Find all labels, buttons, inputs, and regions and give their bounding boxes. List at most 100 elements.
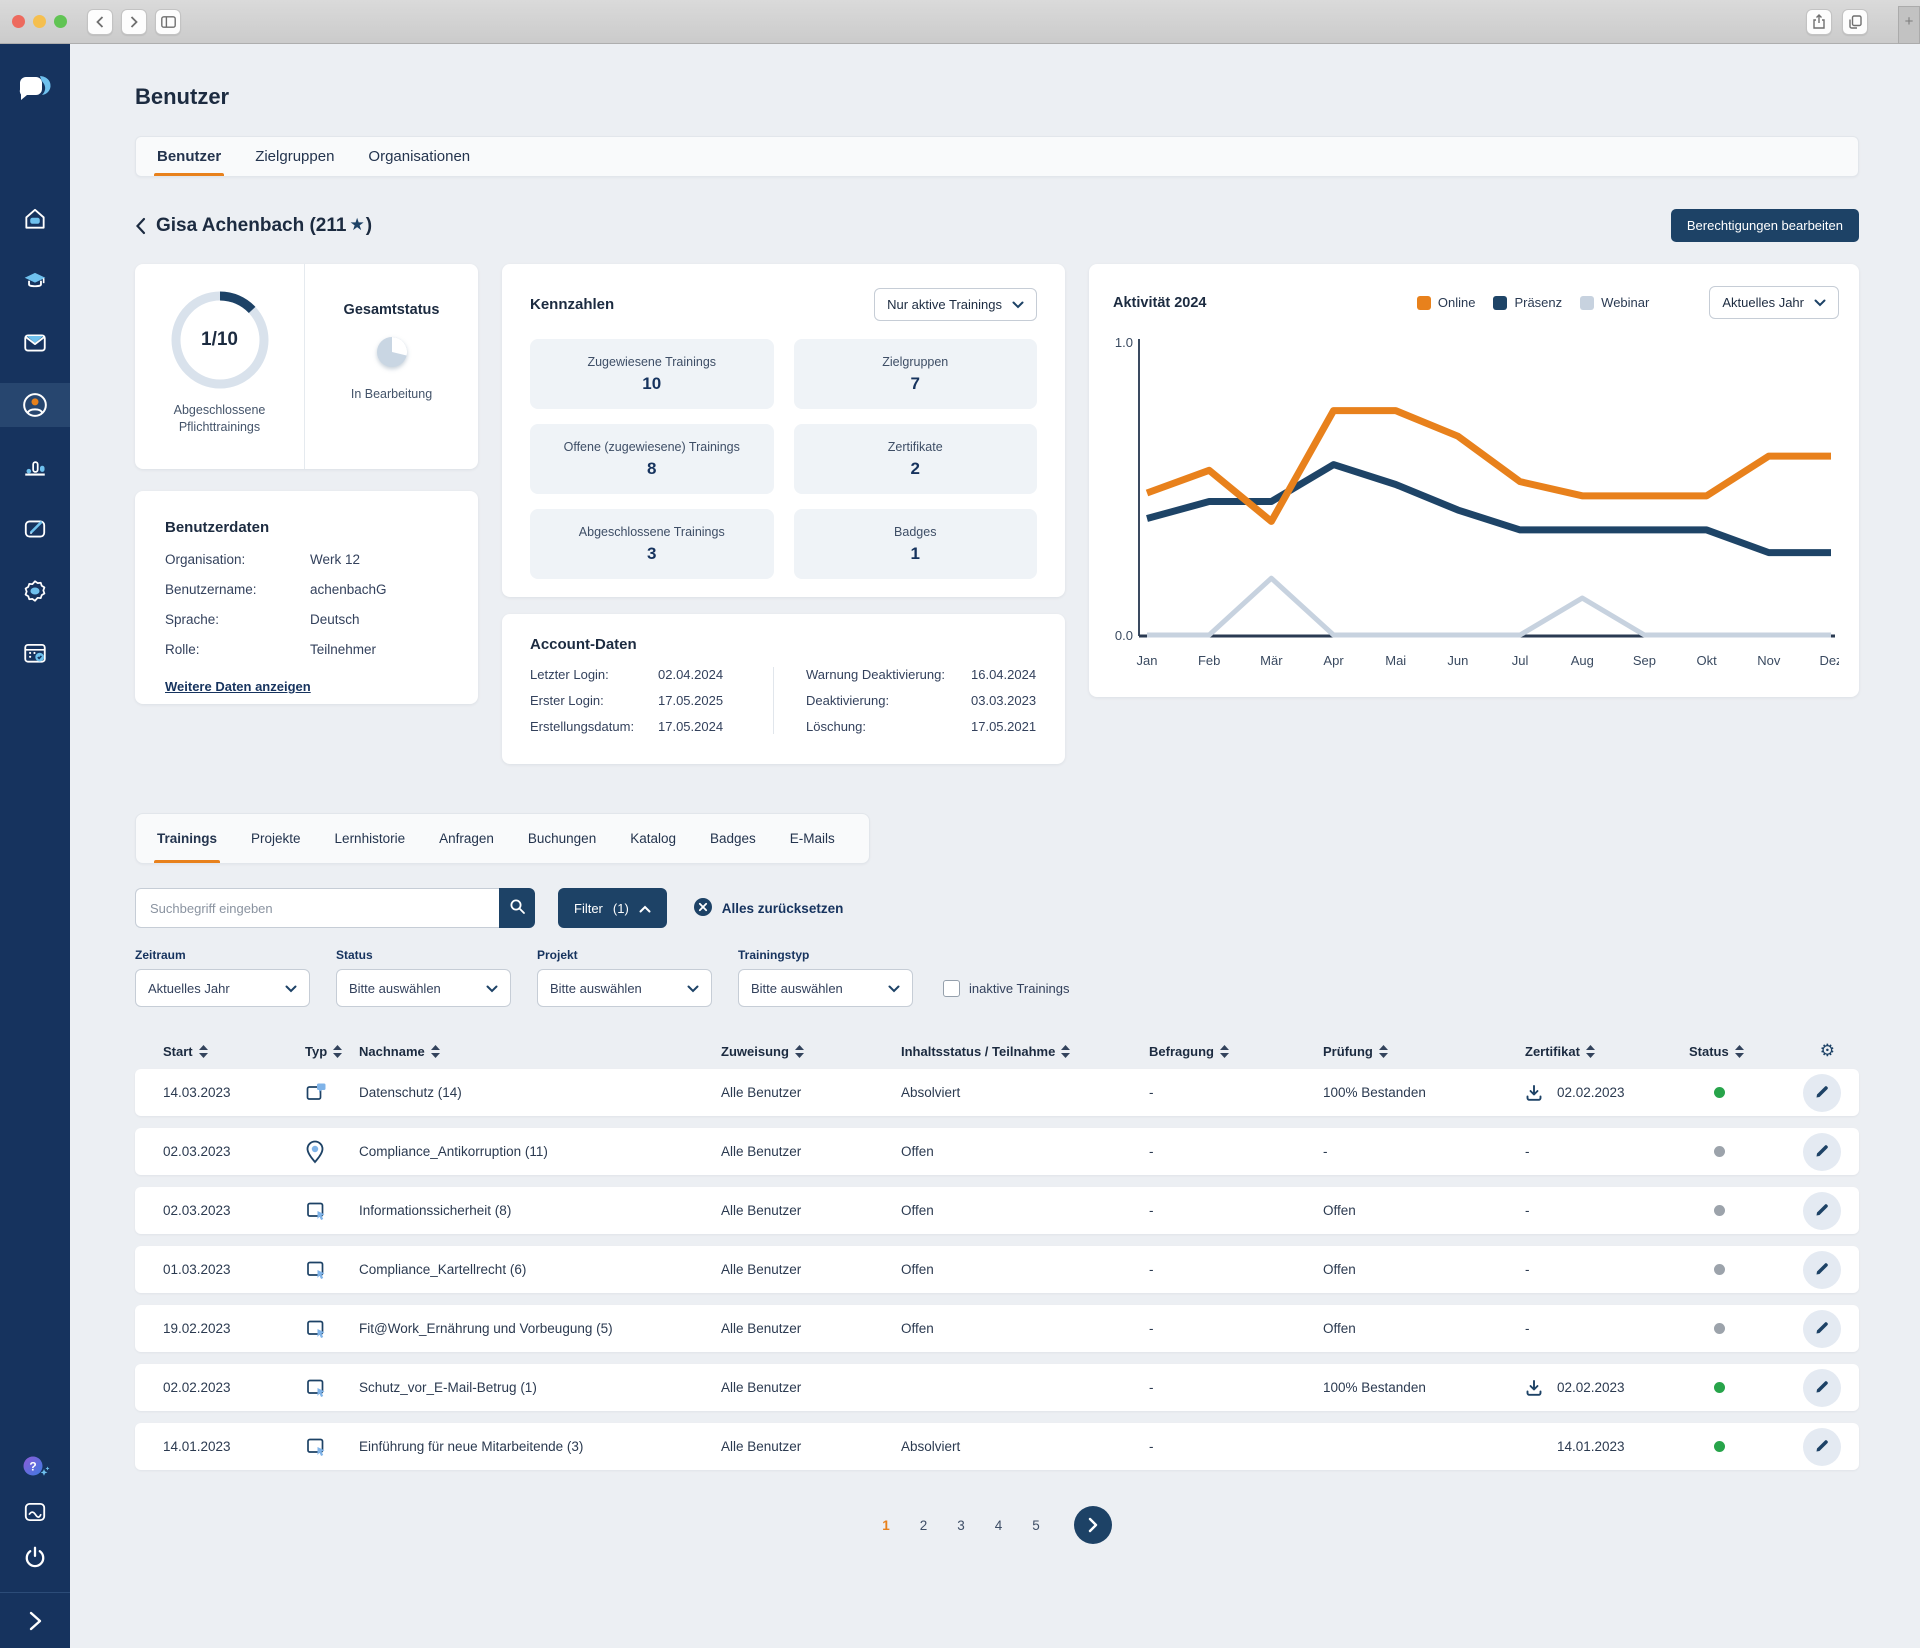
page-number-4[interactable]: 4: [994, 1517, 1003, 1533]
reset-filters-button[interactable]: Alles zurücksetzen: [693, 897, 843, 920]
table-row: 19.02.2023 Fit@Work_Ernährung und Vorbeu…: [135, 1305, 1859, 1352]
browser-sidebar-toggle-button[interactable]: [155, 8, 181, 35]
download-certificate-icon[interactable]: [1525, 1379, 1557, 1397]
sidebar-expand-button[interactable]: [0, 1603, 70, 1639]
page-number-1[interactable]: 1: [882, 1517, 890, 1533]
tab-trainings[interactable]: Trainings: [140, 814, 234, 863]
row-start-date: 02.03.2023: [163, 1203, 231, 1218]
tab-lernhistorie[interactable]: Lernhistorie: [334, 831, 406, 846]
tab-katalog[interactable]: Katalog: [630, 831, 676, 846]
browser-back-button[interactable]: [87, 8, 113, 35]
filter-dropdown[interactable]: Bitte auswählen: [738, 969, 913, 1007]
filter-dropdown[interactable]: Bitte auswählen: [336, 969, 511, 1007]
sidebar-item-home[interactable]: [0, 197, 70, 241]
column-settings-gear-icon[interactable]: ⚙: [1819, 1041, 1835, 1061]
chevron-up-icon: [639, 901, 651, 916]
column-header-nachname[interactable]: Nachname: [359, 1044, 721, 1059]
new-tab-button[interactable]: +: [1898, 6, 1920, 44]
edit-row-button[interactable]: [1803, 1309, 1841, 1348]
row-content-status: Offen: [901, 1262, 934, 1277]
column-header-prüfung[interactable]: Prüfung: [1323, 1044, 1525, 1059]
edit-permissions-button[interactable]: Berechtigungen bearbeiten: [1670, 209, 1859, 242]
close-window-button[interactable]: [12, 15, 25, 28]
tab-projekte[interactable]: Projekte: [251, 831, 301, 846]
sidebar-item-trainings[interactable]: [0, 259, 70, 303]
zoom-window-button[interactable]: [54, 15, 67, 28]
page-number-3[interactable]: 3: [957, 1517, 965, 1533]
tab-e-mails[interactable]: E-Mails: [789, 831, 835, 846]
row-status-dot: [1713, 1264, 1725, 1275]
inactive-trainings-checkbox[interactable]: inaktive Trainings: [943, 969, 1069, 1007]
column-header-start[interactable]: Start: [163, 1044, 305, 1059]
legend-item-webinar: Webinar: [1580, 295, 1649, 310]
browser-share-button[interactable]: [1806, 8, 1832, 35]
column-header-befragung[interactable]: Befragung: [1149, 1044, 1323, 1059]
page-number-5[interactable]: 5: [1032, 1517, 1040, 1533]
next-page-button[interactable]: [1073, 1506, 1112, 1544]
training-type-icon-blended: [305, 1082, 359, 1104]
chart-range-dropdown[interactable]: Aktuelles Jahr: [1709, 286, 1839, 319]
activity-chart-card: Aktivität 2024 Online Präsenz Webinar Aktu…: [1089, 264, 1859, 697]
minimize-window-button[interactable]: [33, 15, 46, 28]
account-data-row: Erstellungsdatum: 17.05.2024: [530, 719, 724, 734]
filter-toggle-button[interactable]: Filter (1): [558, 888, 667, 928]
user-name-title: Gisa Achenbach (211 ★ ): [156, 214, 373, 236]
legend-swatch: [1416, 295, 1431, 310]
search-button[interactable]: [499, 888, 535, 928]
edit-square-icon: [22, 516, 48, 542]
page-number-2[interactable]: 2: [919, 1517, 928, 1533]
kpi-title: Kennzahlen: [530, 296, 615, 313]
edit-row-button[interactable]: [1803, 1191, 1841, 1230]
sidebar-item-users[interactable]: [0, 383, 70, 427]
tab-badges[interactable]: Badges: [710, 831, 756, 846]
back-button[interactable]: [135, 217, 146, 235]
table-row: 02.03.2023 Compliance_Antikorruption (11…: [135, 1128, 1859, 1175]
tab-zielgruppen[interactable]: Zielgruppen: [255, 148, 335, 165]
edit-row-button[interactable]: [1803, 1250, 1841, 1289]
sort-icon: [1220, 1044, 1229, 1058]
edit-row-button[interactable]: [1803, 1073, 1841, 1112]
sidebar-item-calendar[interactable]: [0, 631, 70, 675]
edit-row-button[interactable]: [1803, 1427, 1841, 1466]
column-header-status[interactable]: Status: [1689, 1044, 1749, 1059]
filter-dropdown[interactable]: Bitte auswählen: [537, 969, 712, 1007]
search-input[interactable]: [135, 888, 499, 928]
tab-anfragen[interactable]: Anfragen: [439, 831, 494, 846]
chart-line-online: [1145, 407, 1831, 525]
user-data-card: Benutzerdaten Organisation: Werk 12 Benutz…: [135, 491, 478, 704]
sidebar-item-editor[interactable]: [0, 507, 70, 551]
sidebar-item-logout[interactable]: [0, 1539, 70, 1575]
sidebar-item-mail[interactable]: [0, 321, 70, 365]
sidebar-item-ai-help[interactable]: ?: [0, 1449, 70, 1485]
filter-dropdown[interactable]: Aktuelles Jahr: [135, 969, 310, 1007]
browser-tabs-button[interactable]: [1842, 8, 1868, 35]
row-exam: Offen: [1323, 1321, 1356, 1336]
row-certificate: -: [1525, 1321, 1530, 1336]
row-training-name: Einführung für neue Mitarbeitende (3): [359, 1439, 584, 1454]
row-exam: 100% Bestanden: [1323, 1085, 1426, 1100]
row-survey: -: [1149, 1085, 1154, 1100]
column-header-typ[interactable]: Typ: [305, 1044, 359, 1059]
calendar-check-icon: [22, 640, 48, 666]
svg-text:Mai: Mai: [1385, 653, 1406, 668]
tab-buchungen[interactable]: Buchungen: [527, 831, 597, 846]
sort-icon: [794, 1044, 804, 1058]
chart-line-präsenz: [1146, 461, 1831, 557]
chevron-down-icon: [1814, 295, 1826, 310]
column-header-zertifikat[interactable]: Zertifikat: [1525, 1044, 1689, 1059]
download-certificate-icon[interactable]: [1525, 1084, 1557, 1102]
column-header-zuweisung[interactable]: Zuweisung: [721, 1044, 901, 1059]
sidebar-item-statistics[interactable]: [0, 445, 70, 489]
sidebar-item-media[interactable]: [0, 1494, 70, 1530]
edit-row-button[interactable]: [1803, 1132, 1841, 1171]
show-more-data-link[interactable]: Weitere Daten anzeigen: [165, 679, 311, 694]
edit-row-button[interactable]: [1803, 1368, 1841, 1407]
row-assignment: Alle Benutzer: [721, 1321, 802, 1336]
browser-forward-button[interactable]: [121, 8, 147, 35]
tab-benutzer[interactable]: Benutzer: [140, 137, 238, 176]
kpi-filter-dropdown[interactable]: Nur aktive Trainings: [874, 288, 1037, 321]
column-header-inhaltsstatus-teilnahme[interactable]: Inhaltsstatus / Teilnahme: [901, 1044, 1149, 1059]
training-type-icon-elearning: [305, 1436, 359, 1458]
tab-organisationen[interactable]: Organisationen: [368, 148, 471, 165]
sidebar-item-badges[interactable]: [0, 569, 70, 613]
